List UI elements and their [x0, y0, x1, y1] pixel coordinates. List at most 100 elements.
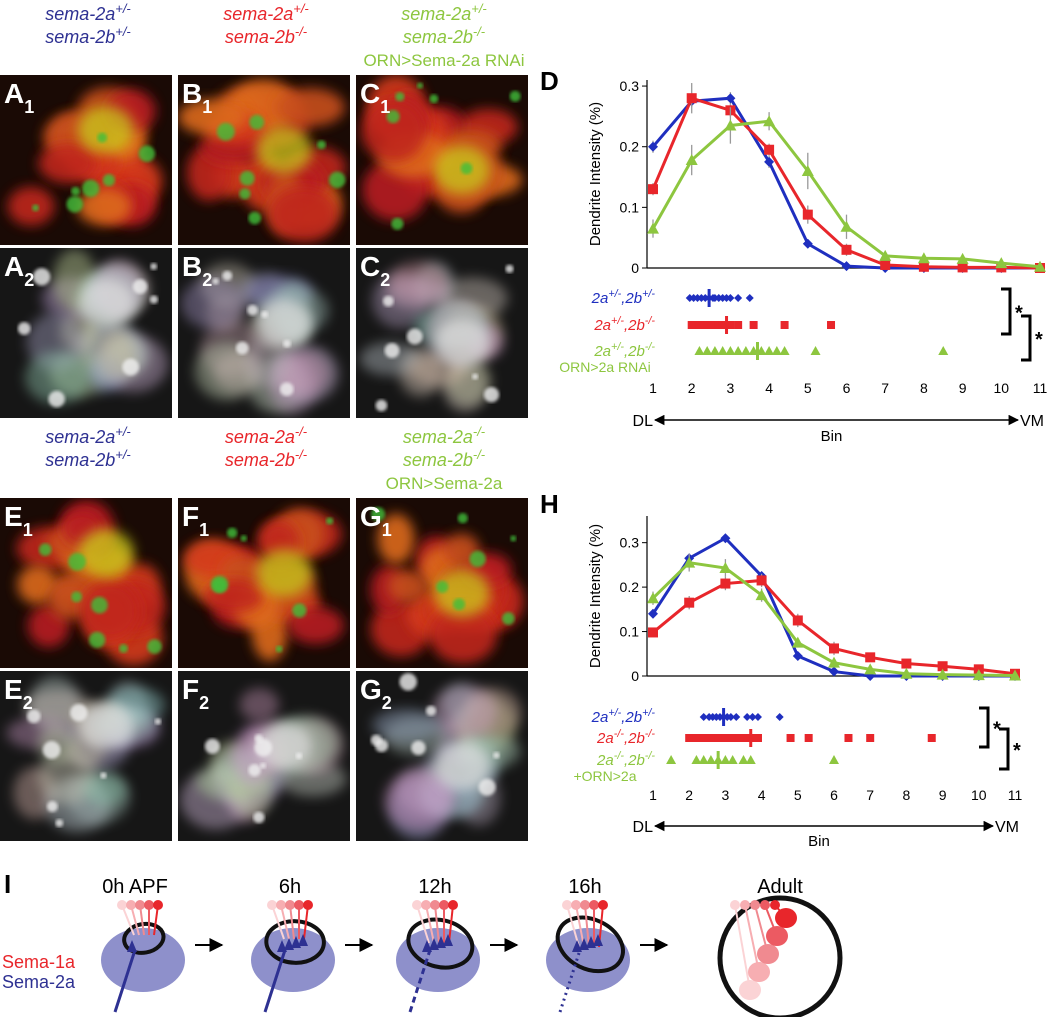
cell-body: [259, 762, 267, 769]
label-text: sema-2a: [403, 427, 473, 447]
micrograph: [178, 248, 350, 418]
blob: [239, 688, 280, 722]
panel-letter: F: [182, 674, 199, 705]
y-tick-label: 0: [631, 260, 639, 276]
cell-body: [26, 709, 41, 724]
blob: [377, 513, 415, 565]
cell-body: [453, 598, 466, 611]
bright-region: [78, 529, 134, 577]
sema1a-neuron: [117, 900, 127, 910]
cell-body: [493, 751, 500, 759]
label-text: 2a: [591, 290, 609, 307]
panel-subscript: 2: [23, 693, 33, 713]
panel-subscript: 1: [202, 97, 212, 117]
stage-label: 12h: [418, 876, 451, 898]
bright-region: [434, 742, 490, 790]
cell-body: [42, 741, 61, 759]
row-label: 2a+/-,2b-/-: [593, 315, 655, 334]
row-label: 2a+/-,2b+/-: [591, 288, 656, 307]
panel-label: F2: [182, 674, 209, 713]
row-label: 2a+/-,2b+/-: [591, 707, 656, 726]
blob: [245, 333, 291, 388]
x-tick-label: 6: [830, 787, 838, 803]
marker-square: [734, 321, 743, 329]
y-axis-label: Dendrite Intensity (%): [587, 102, 604, 246]
sema1a-neuron: [153, 900, 163, 910]
x-axis-label: Bin: [808, 833, 830, 850]
sema1a-dendrite: [744, 904, 760, 973]
superscript: -/-: [473, 24, 486, 39]
marker-square: [749, 321, 758, 329]
x-tick-label: 11: [1008, 787, 1023, 803]
label-text: sema-2a: [45, 427, 115, 447]
x-tick-label: 2: [685, 787, 693, 803]
cell-body: [406, 328, 423, 345]
sema1a-dendrite: [575, 904, 585, 948]
image-content: [178, 79, 346, 243]
marker-triangle: [694, 346, 705, 355]
sema1a-dendrite: [280, 904, 290, 940]
marker-diamond: [726, 713, 735, 721]
marker-diamond: [841, 261, 852, 272]
target-glomerulus: [748, 962, 770, 982]
panel-label: E1: [4, 501, 33, 540]
marker-square: [829, 643, 839, 654]
cell-body: [91, 596, 108, 614]
label-text: ,2b: [624, 730, 645, 747]
marker-square: [804, 734, 813, 742]
superscript: -/-: [295, 24, 308, 39]
sema1a-neuron: [571, 900, 581, 910]
sema2a-axon: [113, 949, 137, 1013]
panel-subscript: 1: [23, 520, 33, 540]
x-tick-label: 1: [649, 380, 657, 396]
genotype: sema-2a+/-: [401, 1, 487, 25]
genotype-extra: ORN>Sema-2a RNAi: [363, 51, 524, 70]
marker-triangle: [900, 667, 913, 679]
marker-triangle: [917, 252, 930, 264]
cell-body: [501, 612, 515, 625]
marker-square: [918, 261, 929, 272]
marker-square: [866, 734, 875, 742]
micrograph: [0, 671, 172, 841]
sema1a-neuron: [267, 900, 277, 910]
cell-body: [70, 703, 88, 722]
blob: [17, 565, 58, 605]
marker-triangle: [828, 656, 840, 668]
sema1a-neuron: [303, 900, 313, 910]
label-text: ,2b: [621, 290, 642, 307]
sema1a-neuron: [144, 900, 154, 910]
sema2a-arrowhead: [443, 934, 453, 946]
blob: [7, 186, 55, 226]
blob: [359, 342, 421, 376]
sema1a-dendrite: [425, 904, 435, 944]
y-tick-label: 0.1: [620, 199, 640, 215]
cell-body: [328, 171, 346, 189]
superscript: -/-: [614, 728, 625, 740]
marker-square: [720, 578, 731, 589]
glomerulus-field: [396, 928, 480, 992]
cell-body: [48, 390, 65, 408]
blob: [372, 708, 442, 742]
cell-body: [212, 578, 227, 593]
cell-body: [317, 140, 326, 150]
blob: [38, 143, 97, 184]
label-text: sema-2b: [45, 450, 115, 470]
panel-label: I: [4, 869, 11, 899]
label-text: sema-2a: [225, 427, 295, 447]
marker-triangle: [683, 556, 696, 568]
significance-bracket: [979, 706, 990, 749]
genotype: sema-2b-/-: [403, 24, 486, 48]
panel-subscript: 1: [199, 520, 209, 540]
sema1a-neuron: [562, 900, 572, 910]
panel-letter: E: [4, 501, 23, 532]
panel-letter: B: [182, 78, 202, 109]
panel-subscript: 2: [382, 693, 392, 713]
stage-label: Adult: [757, 876, 803, 898]
marker-triangle: [685, 154, 698, 166]
sema1a-neuron: [580, 900, 590, 910]
stage-label: 16h: [568, 876, 601, 898]
panel-subscript: 1: [24, 97, 34, 117]
marker-square: [802, 209, 813, 220]
marker-triangle: [698, 755, 709, 764]
superscript: +/-: [115, 447, 131, 462]
